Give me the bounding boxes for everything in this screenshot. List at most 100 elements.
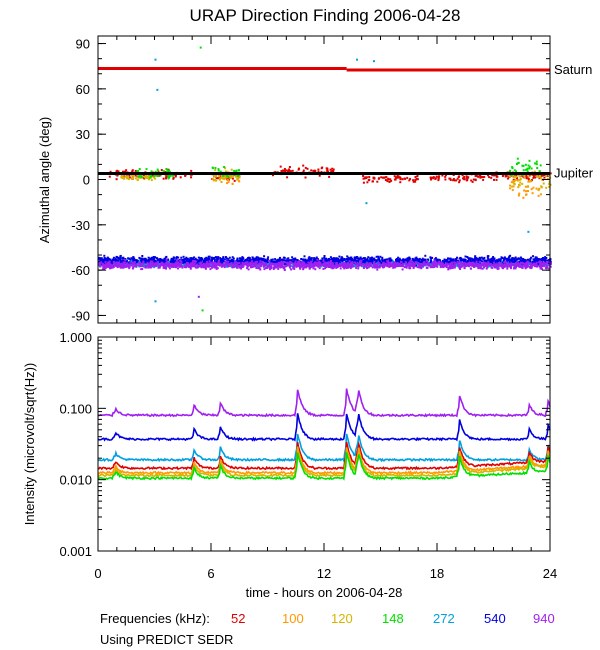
azimuth-point-940 xyxy=(510,267,512,270)
azimuth-point-940 xyxy=(382,266,385,268)
azimuth-point-540 xyxy=(308,260,311,263)
azimuth-point-272 xyxy=(527,264,530,267)
azimuth-point-540 xyxy=(149,257,152,260)
azimuth-point-148 xyxy=(166,170,169,173)
azimuth-point-540 xyxy=(185,258,188,261)
azimuth-point-940 xyxy=(388,264,391,267)
azimuth-point-272 xyxy=(129,259,132,262)
azimuth-point-272 xyxy=(371,263,374,266)
azimuth-point-120 xyxy=(508,175,511,178)
azimuth-point-52 xyxy=(393,175,396,178)
azimuth-point-120 xyxy=(230,168,233,171)
azimuth-point-540 xyxy=(158,260,161,263)
azimuth-point-540 xyxy=(338,260,340,263)
azimuth-point-540 xyxy=(163,257,166,260)
azimuth-point-272 xyxy=(153,266,156,269)
azimuth-point-940 xyxy=(270,267,273,270)
azimuth-point-100 xyxy=(237,179,240,182)
azimuth-point-940 xyxy=(418,266,421,269)
azimuth-point-52 xyxy=(318,174,321,177)
azimuth-point-540 xyxy=(359,256,362,259)
azimuth-point-540 xyxy=(469,257,472,260)
azimuth-point-148 xyxy=(528,167,531,170)
azimuth-point-940 xyxy=(110,264,113,267)
azimuth-point-540 xyxy=(147,256,150,259)
azimuth-point-540 xyxy=(208,258,211,261)
azimuth-point-940 xyxy=(236,266,239,269)
azimuth-point-540 xyxy=(180,256,183,259)
azimuth-point-540 xyxy=(474,256,477,259)
azimuth-point-120 xyxy=(511,185,514,188)
azimuth-point-940 xyxy=(420,265,423,268)
azimuth-point-52 xyxy=(390,179,393,182)
azimuth-point-540 xyxy=(519,259,522,262)
azimuth-point-540 xyxy=(527,258,529,261)
azimuth-point-52 xyxy=(465,175,468,178)
azimuth-point-940 xyxy=(195,266,198,269)
azimuth-point-540 xyxy=(415,256,418,259)
azimuth-point-540 xyxy=(454,258,457,261)
azimuth-point-540 xyxy=(99,257,102,260)
azimuth-point-940 xyxy=(433,259,436,262)
azimuth-point-540 xyxy=(279,256,281,259)
azimuth-point-940 xyxy=(514,262,517,265)
azimuth-point-120 xyxy=(215,175,217,178)
azimuth-point-52 xyxy=(291,169,294,172)
azimuth-point-940 xyxy=(475,264,478,267)
azimuth-point-120 xyxy=(218,178,221,181)
azimuth-point-540 xyxy=(101,259,104,262)
azimuth-point-272 xyxy=(257,265,260,267)
azimuth-point-540 xyxy=(182,255,185,258)
azimuth-point-540 xyxy=(262,257,265,260)
azimuth-point-940 xyxy=(112,266,115,269)
azimuth-point-540 xyxy=(302,258,305,261)
azimuth-point-940 xyxy=(428,263,431,265)
azimuth-point-940 xyxy=(416,266,419,269)
azimuth-point-540 xyxy=(292,258,295,260)
azimuth-point-540 xyxy=(390,259,393,262)
azimuth-point-540 xyxy=(207,261,210,264)
azimuth-point-148 xyxy=(521,164,524,167)
azimuth-point-540 xyxy=(102,258,105,261)
azimuth-point-148 xyxy=(165,168,168,170)
azimuth-point-940 xyxy=(495,264,498,267)
azimuth-point-940 xyxy=(223,265,226,267)
azimuth-point-540 xyxy=(538,258,541,261)
azimuth-point-940 xyxy=(223,266,226,269)
azimuth-point-148 xyxy=(538,170,541,173)
azimuth-point-940 xyxy=(524,265,527,268)
azimuth-point-940 xyxy=(98,262,101,265)
azimuth-point-272 xyxy=(364,265,367,268)
azimuth-point-52 xyxy=(399,181,402,184)
azimuth-point-52 xyxy=(432,176,435,179)
azimuth-point-52 xyxy=(483,176,486,178)
azimuth-point-940 xyxy=(263,263,266,266)
azimuth-point-940 xyxy=(397,265,400,267)
azimuth-point-940 xyxy=(548,261,551,263)
azimuth-point-540 xyxy=(271,260,274,263)
azimuth-point-940 xyxy=(254,261,257,264)
azimuth-point-940 xyxy=(128,267,131,270)
azimuth-point-120 xyxy=(513,183,516,186)
azimuth-point-940 xyxy=(280,265,282,268)
azimuth-point-120 xyxy=(518,184,521,187)
azimuth-point-52 xyxy=(429,176,432,179)
azimuth-point-540 xyxy=(198,260,201,262)
azimuth-point-540 xyxy=(210,256,213,259)
azimuth-point-52 xyxy=(458,181,461,184)
azimuth-point-540 xyxy=(389,258,392,261)
azimuth-point-52 xyxy=(116,174,119,177)
azimuth-point-272 xyxy=(422,265,424,268)
azimuth-point-540 xyxy=(122,256,125,259)
azimuth-point-540 xyxy=(241,257,244,260)
azimuth-point-940 xyxy=(337,264,340,267)
azimuth-point-540 xyxy=(294,257,297,260)
azimuth-point-940 xyxy=(124,259,127,262)
azimuth-point-940 xyxy=(261,261,264,263)
azimuth-point-940 xyxy=(194,264,197,267)
azimuth-point-272 xyxy=(500,260,503,263)
azimuth-point-940 xyxy=(147,266,150,269)
azimuth-point-540 xyxy=(507,257,510,260)
azimuth-point-940 xyxy=(475,262,478,265)
azimuth-point-940 xyxy=(453,263,456,266)
